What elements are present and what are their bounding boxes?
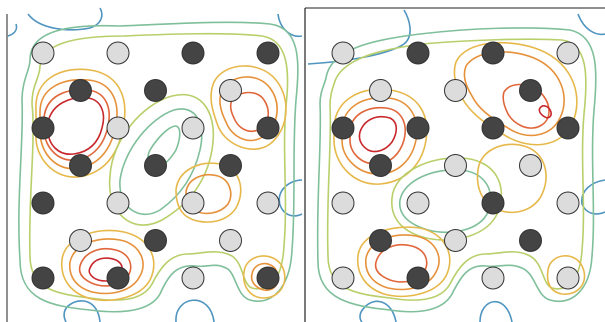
dark-node <box>144 229 167 252</box>
contour-line <box>357 226 451 298</box>
light-node <box>331 266 355 290</box>
light-node <box>519 154 542 177</box>
dark-node <box>69 79 92 102</box>
light-node <box>181 266 205 290</box>
contour-line <box>546 255 586 295</box>
contour-line <box>47 96 105 155</box>
contour-line <box>18 21 299 313</box>
left-nodes <box>31 41 280 290</box>
contour-line <box>316 27 597 313</box>
contour-line <box>463 51 565 137</box>
contour-line <box>27 7 103 31</box>
dark-node <box>331 116 355 140</box>
contour-line <box>341 96 418 175</box>
light-node <box>444 79 467 102</box>
dark-node <box>219 154 242 177</box>
light-node <box>31 41 55 65</box>
light-node <box>556 266 580 290</box>
light-node <box>444 154 467 177</box>
dark-node <box>369 154 392 177</box>
light-node <box>69 229 92 252</box>
contour-line <box>68 238 144 295</box>
dark-node <box>144 154 167 177</box>
dark-node <box>519 79 542 102</box>
light-node <box>181 116 205 140</box>
dark-node <box>256 116 280 140</box>
contour-line <box>538 105 552 119</box>
dark-node <box>256 41 280 65</box>
contour-line <box>349 106 406 165</box>
contour-line <box>581 179 605 215</box>
dark-node <box>144 79 167 102</box>
contour-line <box>175 162 242 223</box>
light-node <box>181 191 205 215</box>
contour-line <box>364 234 440 291</box>
contour-line <box>7 23 18 37</box>
dark-node <box>406 116 430 140</box>
right-nodes <box>331 41 580 290</box>
contour-line <box>479 300 513 322</box>
light-node <box>331 41 355 65</box>
dark-node <box>256 266 280 290</box>
dark-node <box>556 116 580 140</box>
dark-node <box>481 41 505 65</box>
light-node <box>106 116 130 140</box>
light-node <box>369 79 392 102</box>
left-panel <box>7 7 303 322</box>
contour-line <box>108 93 215 226</box>
contour-line <box>63 300 101 322</box>
dark-node <box>369 229 392 252</box>
light-node <box>219 79 242 102</box>
dark-node <box>31 191 55 215</box>
dark-node <box>519 229 542 252</box>
contour-line <box>61 229 155 302</box>
dark-node <box>406 266 430 290</box>
dark-node <box>69 154 92 177</box>
contour-line <box>326 38 587 301</box>
contour-line <box>359 300 397 322</box>
dark-node <box>181 41 205 65</box>
dark-node <box>481 191 505 215</box>
light-node <box>256 191 280 215</box>
contour-line <box>242 255 286 299</box>
contour-line <box>358 116 398 153</box>
contour-line <box>333 88 428 185</box>
light-node <box>106 191 130 215</box>
light-node <box>219 229 242 252</box>
dark-node <box>106 266 130 290</box>
light-node <box>481 266 505 290</box>
contour-line <box>119 108 203 216</box>
right-panel <box>307 9 605 322</box>
light-node <box>444 229 467 252</box>
light-node <box>106 41 130 65</box>
light-node <box>556 41 580 65</box>
contour-line <box>577 13 605 36</box>
dark-node <box>481 116 505 140</box>
contour-line <box>210 65 287 150</box>
light-node <box>556 191 580 215</box>
light-node <box>406 191 430 215</box>
contour-line <box>277 13 303 38</box>
contour-line <box>278 179 303 217</box>
dark-node <box>31 116 55 140</box>
contour-line <box>175 299 215 322</box>
contour-line <box>28 32 289 301</box>
light-node <box>331 191 355 215</box>
dark-node <box>31 266 55 290</box>
dark-node <box>406 41 430 65</box>
